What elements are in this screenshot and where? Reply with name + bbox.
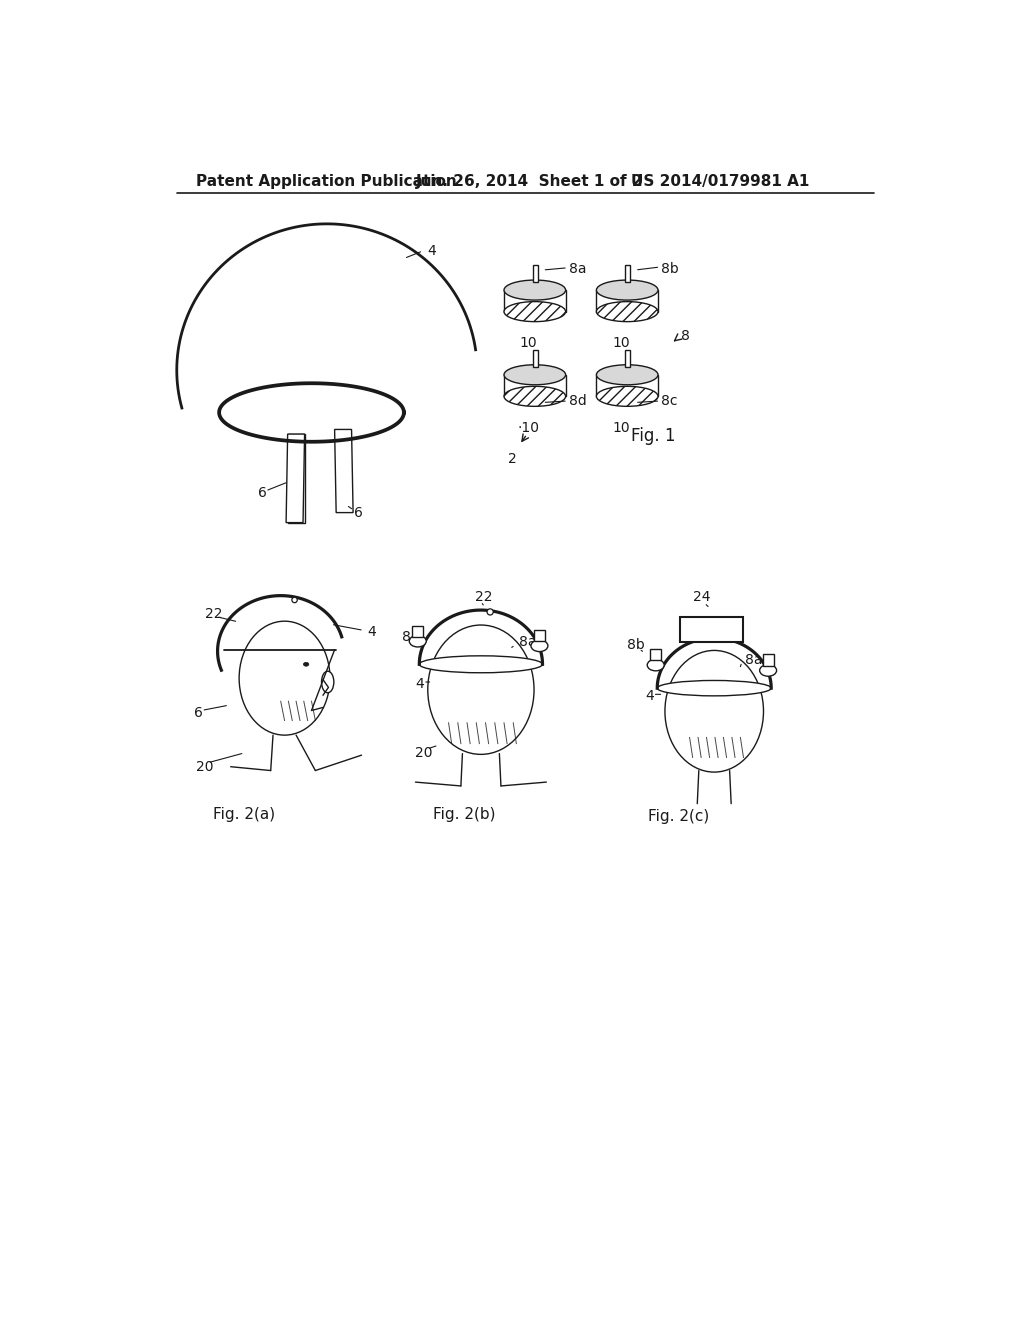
Text: Fig. 2(b): Fig. 2(b) — [433, 807, 496, 822]
Polygon shape — [286, 434, 304, 523]
FancyBboxPatch shape — [288, 434, 304, 523]
Text: 8a: 8a — [568, 261, 586, 276]
Bar — [625, 350, 631, 367]
Ellipse shape — [419, 656, 543, 673]
Ellipse shape — [596, 280, 658, 300]
Text: 10: 10 — [612, 337, 630, 350]
Text: 8b: 8b — [401, 631, 420, 644]
Text: Jun. 26, 2014  Sheet 1 of 2: Jun. 26, 2014 Sheet 1 of 2 — [416, 174, 643, 189]
Text: 8c: 8c — [662, 393, 678, 408]
Bar — [680, 618, 743, 642]
Text: Fig. 1: Fig. 1 — [631, 426, 676, 445]
Text: 24: 24 — [692, 590, 711, 605]
Bar — [413, 626, 423, 636]
Text: 8: 8 — [681, 329, 690, 342]
Text: Patent Application Publication: Patent Application Publication — [196, 174, 457, 189]
Text: 10: 10 — [520, 337, 538, 350]
Ellipse shape — [322, 671, 334, 693]
Text: 22: 22 — [205, 607, 223, 622]
Ellipse shape — [665, 651, 764, 772]
Ellipse shape — [504, 302, 565, 322]
Text: 2: 2 — [508, 451, 517, 466]
Text: 6: 6 — [258, 486, 266, 500]
Bar — [532, 265, 538, 282]
Ellipse shape — [410, 635, 426, 647]
Bar — [625, 265, 631, 282]
Ellipse shape — [292, 597, 297, 603]
Ellipse shape — [428, 626, 535, 755]
Ellipse shape — [240, 622, 330, 735]
Text: US 2014/0179981 A1: US 2014/0179981 A1 — [631, 174, 809, 189]
Text: 4: 4 — [645, 689, 653, 702]
Text: 8a: 8a — [745, 653, 763, 668]
Text: 4: 4 — [427, 244, 436, 257]
Text: 10: 10 — [612, 421, 630, 434]
Ellipse shape — [596, 387, 658, 407]
Ellipse shape — [504, 364, 565, 385]
Ellipse shape — [531, 640, 548, 652]
Text: 8a: 8a — [519, 635, 537, 649]
Bar — [596, 375, 658, 396]
Text: 20: 20 — [196, 760, 214, 774]
Polygon shape — [335, 429, 353, 512]
Text: Fig. 2(a): Fig. 2(a) — [213, 807, 275, 822]
Text: ·10: ·10 — [518, 421, 540, 434]
Bar — [532, 350, 538, 367]
Bar — [504, 375, 565, 396]
Text: 22: 22 — [475, 590, 493, 605]
Text: 20: 20 — [416, 746, 433, 760]
Ellipse shape — [760, 665, 776, 676]
Text: 4: 4 — [368, 624, 377, 639]
Text: Fig. 2(c): Fig. 2(c) — [648, 809, 710, 824]
Text: 8d: 8d — [568, 393, 587, 408]
Ellipse shape — [504, 280, 565, 300]
Ellipse shape — [596, 302, 658, 322]
Text: 8b: 8b — [662, 261, 679, 276]
Ellipse shape — [647, 659, 665, 671]
Ellipse shape — [657, 681, 771, 696]
Text: 6: 6 — [194, 706, 203, 719]
Text: 4: 4 — [416, 677, 424, 690]
Bar — [763, 655, 773, 665]
Bar — [596, 290, 658, 312]
Ellipse shape — [596, 364, 658, 385]
Bar — [535, 631, 545, 642]
Ellipse shape — [303, 663, 309, 667]
Ellipse shape — [504, 387, 565, 407]
Ellipse shape — [487, 609, 494, 615]
Text: 8b: 8b — [628, 638, 645, 652]
Bar — [504, 290, 565, 312]
Text: 6: 6 — [354, 506, 362, 520]
Bar — [650, 649, 662, 660]
